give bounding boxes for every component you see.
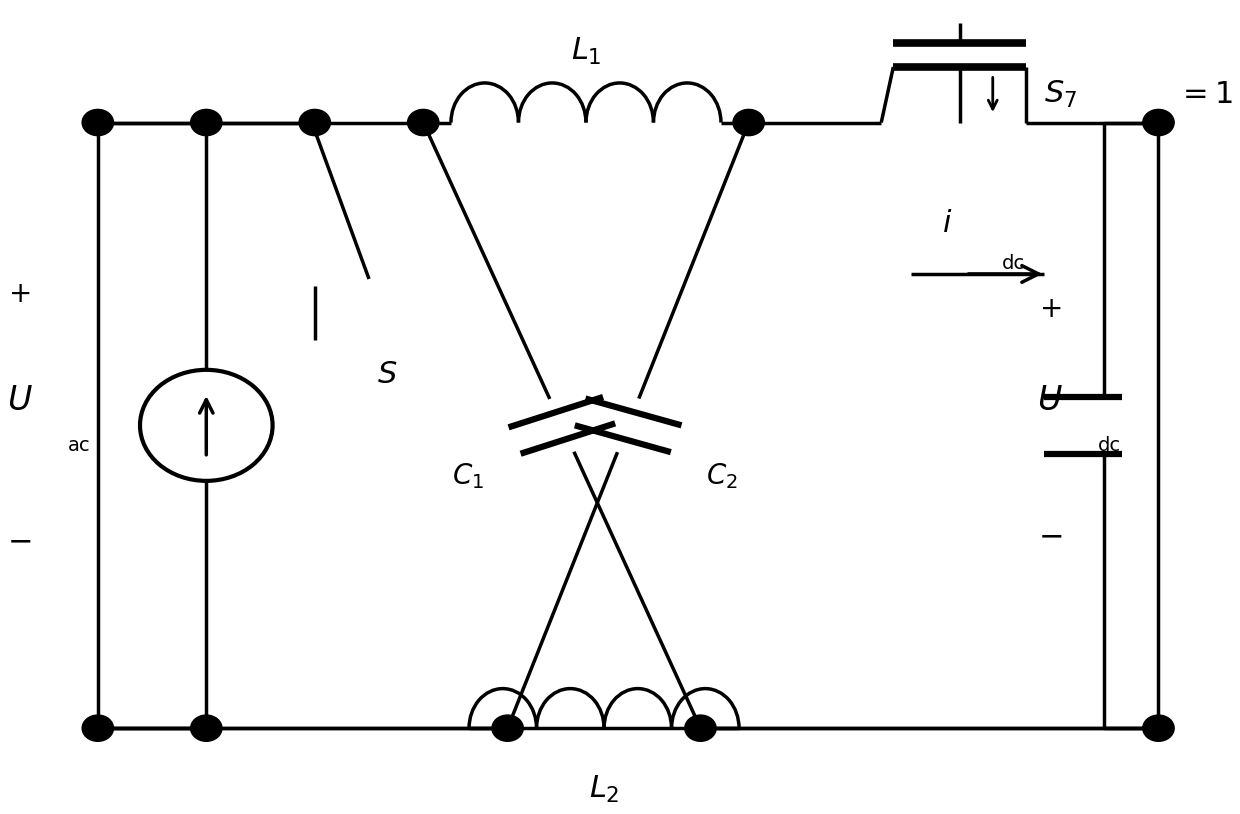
Circle shape [408,109,439,136]
Text: $C_2$: $C_2$ [707,461,738,491]
Circle shape [1143,715,1174,742]
Circle shape [191,109,222,136]
Text: $S$: $S$ [377,361,397,389]
Text: dc: dc [1099,436,1121,455]
Text: $U$: $U$ [1037,383,1063,417]
Circle shape [1143,109,1174,136]
Text: $C_1$: $C_1$ [451,461,484,491]
Text: $U$: $U$ [6,383,32,417]
Circle shape [82,109,114,136]
Text: $S_7$: $S_7$ [1044,79,1078,111]
Text: dc: dc [1002,254,1025,274]
Text: ac: ac [68,436,91,455]
Text: $i$: $i$ [942,209,952,238]
Text: $= 1$: $= 1$ [1177,81,1233,109]
Text: $-$: $-$ [1038,522,1063,551]
Text: $+$: $+$ [1039,295,1061,323]
Circle shape [492,715,523,742]
Circle shape [191,715,222,742]
Text: $L_1$: $L_1$ [570,36,601,67]
Circle shape [299,109,330,136]
Circle shape [684,715,717,742]
Circle shape [733,109,764,136]
Circle shape [82,715,114,742]
Text: $+$: $+$ [9,280,31,309]
Text: $-$: $-$ [7,527,32,556]
Text: $L_2$: $L_2$ [589,773,619,805]
